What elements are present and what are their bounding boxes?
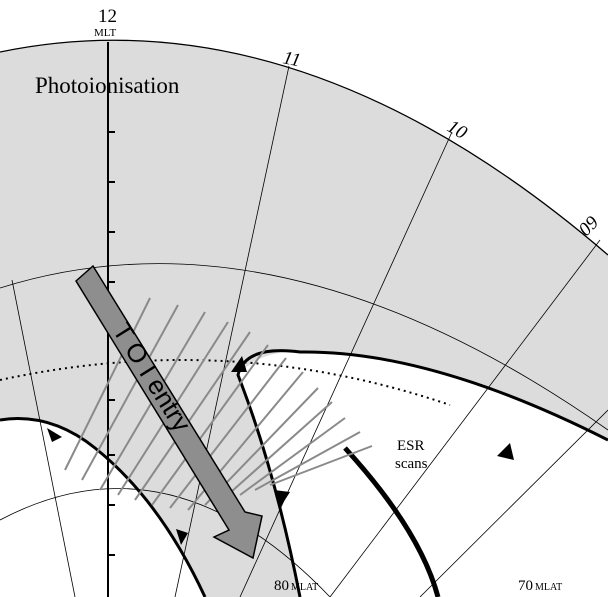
flow-line-inner [343, 446, 441, 597]
hour-label-11: 11 [281, 47, 303, 71]
meridian-10 [239, 131, 453, 597]
meridian-13 [11, 279, 76, 597]
flow-line-left [0, 417, 207, 597]
latitude-ring-middle [0, 263, 608, 431]
flow-arrow-2 [176, 529, 188, 545]
lat80-value: 80 [274, 578, 289, 594]
flow-arrow-3 [231, 356, 247, 372]
meridian-08 [419, 409, 608, 597]
noon-unit: MLT [94, 27, 116, 39]
photoionisation-label: Photoionisation [35, 73, 180, 98]
lat70-unit: MLAT [535, 582, 562, 593]
flow-line-cusp [236, 349, 608, 597]
dark-pocket [0, 418, 205, 597]
lat80-unit: MLAT [291, 582, 318, 593]
toi-entry-arrow [75, 264, 263, 560]
noon-label: 12 [98, 6, 117, 27]
esr-label-line1: ESR [397, 438, 425, 454]
lat70-value: 70 [518, 578, 533, 594]
dotted-boundary [0, 359, 451, 406]
latitude-ring-outer [0, 39, 608, 256]
latitude-ring-inner [0, 488, 331, 597]
flow-arrow-5 [497, 443, 514, 460]
flow-arrow-4 [274, 490, 290, 506]
esr-label-line2: scans [395, 456, 428, 472]
flow-arrow-1 [47, 428, 62, 442]
meridian-09 [329, 239, 601, 597]
meridian-11 [174, 65, 290, 597]
